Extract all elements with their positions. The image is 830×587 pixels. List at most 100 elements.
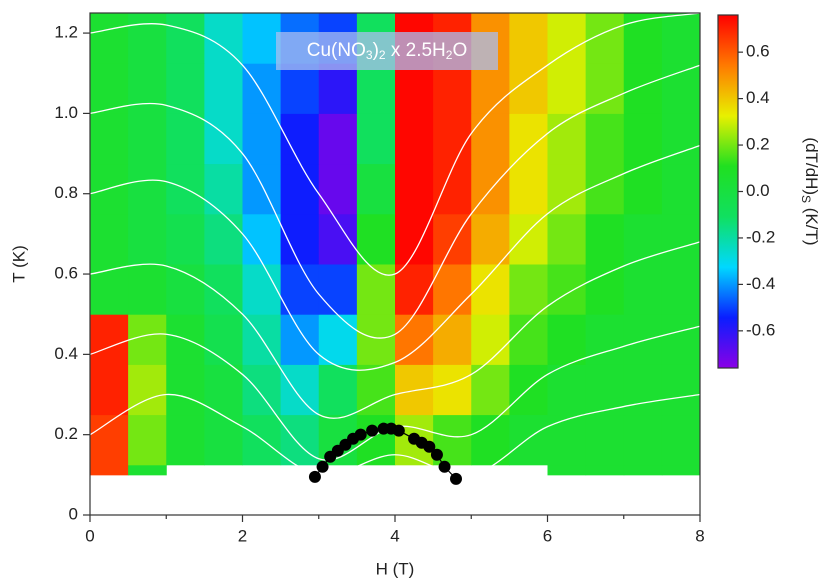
heat-cell <box>128 264 167 315</box>
isentrope <box>89 393 701 477</box>
heat-cell <box>471 314 510 365</box>
heat-cell <box>547 163 587 215</box>
heat-cell <box>395 264 434 315</box>
phase-point <box>354 428 367 441</box>
heat-cell <box>90 13 129 64</box>
heat-cell <box>547 13 587 64</box>
heat-cell <box>623 364 663 416</box>
heat-cell <box>280 264 320 315</box>
heat-cell <box>661 113 701 165</box>
colorbar <box>717 14 739 369</box>
heat-cell <box>280 364 320 416</box>
text-part: ) <box>373 40 379 61</box>
heat-cell <box>128 464 167 476</box>
heat-cell <box>661 213 701 265</box>
heat-cell <box>280 213 320 265</box>
annotation-box <box>276 32 498 70</box>
heat-cell <box>547 464 587 476</box>
phase-point <box>392 424 405 437</box>
x-axis-label: H (T) <box>376 559 415 578</box>
heat-cell <box>661 364 701 416</box>
heat-cell <box>661 314 701 365</box>
heat-cell <box>623 414 663 466</box>
phase-point <box>423 440 436 453</box>
isentrope <box>89 144 701 371</box>
heat-cell <box>623 163 663 215</box>
heat-cell <box>356 364 396 416</box>
heat-cell <box>509 264 548 315</box>
heat-cell <box>623 464 663 476</box>
y-tick-label: 0.6 <box>54 264 78 283</box>
phase-point <box>430 448 443 461</box>
heat-cell <box>509 163 548 215</box>
heat-cell <box>547 314 587 365</box>
heat-cell <box>356 113 396 165</box>
x-tick-label: 4 <box>390 526 399 545</box>
y-tick-label: 0.8 <box>54 183 78 202</box>
phase-boundary <box>308 422 462 485</box>
heat-cell <box>433 163 472 215</box>
heat-cell <box>585 63 625 114</box>
heat-cell <box>128 13 167 64</box>
heat-cell <box>471 364 510 416</box>
phase-point <box>450 472 462 485</box>
phase-point <box>308 470 321 483</box>
heat-cell <box>623 213 663 265</box>
subscript: 2 <box>446 48 453 62</box>
heat-cell <box>204 163 243 215</box>
heat-cell <box>242 163 282 215</box>
heat-cell <box>90 113 129 165</box>
heat-cell <box>433 314 472 365</box>
heat-cell <box>318 113 358 165</box>
heat-cell <box>547 414 587 466</box>
heat-cell <box>547 364 587 416</box>
heat-cell <box>204 213 243 265</box>
heat-cell <box>90 213 129 265</box>
heat-cell <box>318 314 358 365</box>
colorbar-tick-label: 0.4 <box>746 88 770 107</box>
heat-cell <box>585 213 625 265</box>
colorbar-tick-label: -0.2 <box>746 227 775 246</box>
heat-cell <box>623 264 663 315</box>
isentrope <box>89 12 701 276</box>
heat-cell <box>395 163 434 215</box>
heat-cell <box>318 364 358 416</box>
heat-cell <box>395 213 434 265</box>
heat-cell <box>471 113 510 165</box>
heat-cell <box>242 13 282 64</box>
heat-cell <box>623 63 663 114</box>
heat-cell <box>356 314 396 365</box>
heat-cell <box>395 63 434 114</box>
subscript: S <box>799 195 813 203</box>
heat-cell <box>661 63 701 114</box>
y-axis-label: T (K) <box>9 245 28 282</box>
colorbar-tick-label: -0.4 <box>746 274 775 293</box>
heat-cell <box>509 364 548 416</box>
heat-cell <box>128 113 167 165</box>
text-part: (dT/dH) <box>802 137 821 195</box>
heat-cell <box>547 113 587 165</box>
heat-cell <box>661 264 701 315</box>
heat-cell <box>166 113 205 165</box>
heat-cell <box>204 264 243 315</box>
heat-cell <box>90 464 129 476</box>
colorbar-tick-label: 0.0 <box>746 181 770 200</box>
heat-cell <box>90 364 129 416</box>
phase-point <box>316 460 329 473</box>
heat-cell <box>433 364 472 416</box>
annotation: Cu(NO3)2 x 2.5H2O <box>307 40 468 62</box>
isentrope <box>89 64 701 339</box>
heat-cell <box>90 414 129 466</box>
heat-cell <box>242 264 282 315</box>
heat-cell <box>356 213 396 265</box>
heat-cell <box>585 364 625 416</box>
heat-cell <box>395 113 434 165</box>
heat-cell <box>661 414 701 466</box>
heat-cell <box>128 414 167 466</box>
heat-cell <box>547 213 587 265</box>
x-tick-label: 0 <box>85 526 94 545</box>
heat-cell <box>661 464 701 476</box>
heat-cell <box>280 163 320 215</box>
heat-cell <box>585 163 625 215</box>
isentropes <box>89 12 701 477</box>
